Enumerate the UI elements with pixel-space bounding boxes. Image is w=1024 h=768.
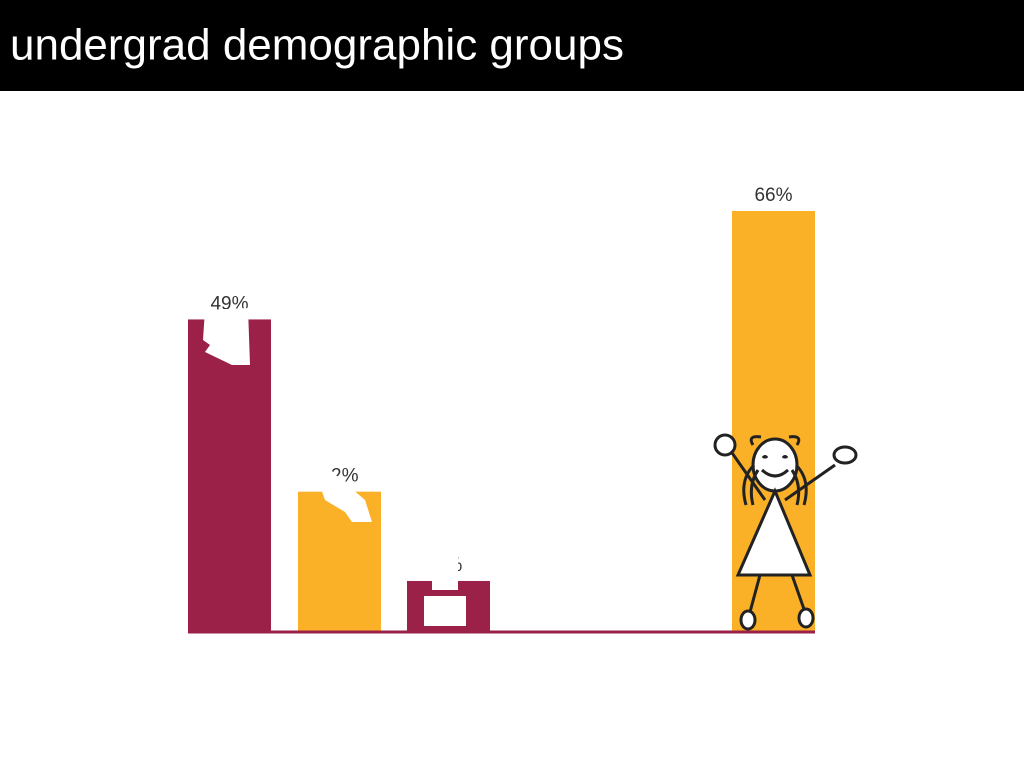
girl-figure: [713, 433, 858, 631]
arizona-icon: [203, 308, 250, 365]
value-label: 66%: [754, 185, 792, 206]
california-icon: [308, 445, 372, 522]
icons: [203, 308, 858, 631]
slide-title: undergrad demographic groups: [10, 21, 624, 70]
oregon-icon: [425, 512, 465, 542]
washington-icon: [424, 484, 466, 506]
title-bar: [0, 0, 1024, 91]
chart: 49%22%8%66%: [188, 185, 815, 632]
colorado-icon: [424, 596, 466, 626]
utah-icon: [432, 550, 458, 590]
bar: [188, 319, 271, 632]
